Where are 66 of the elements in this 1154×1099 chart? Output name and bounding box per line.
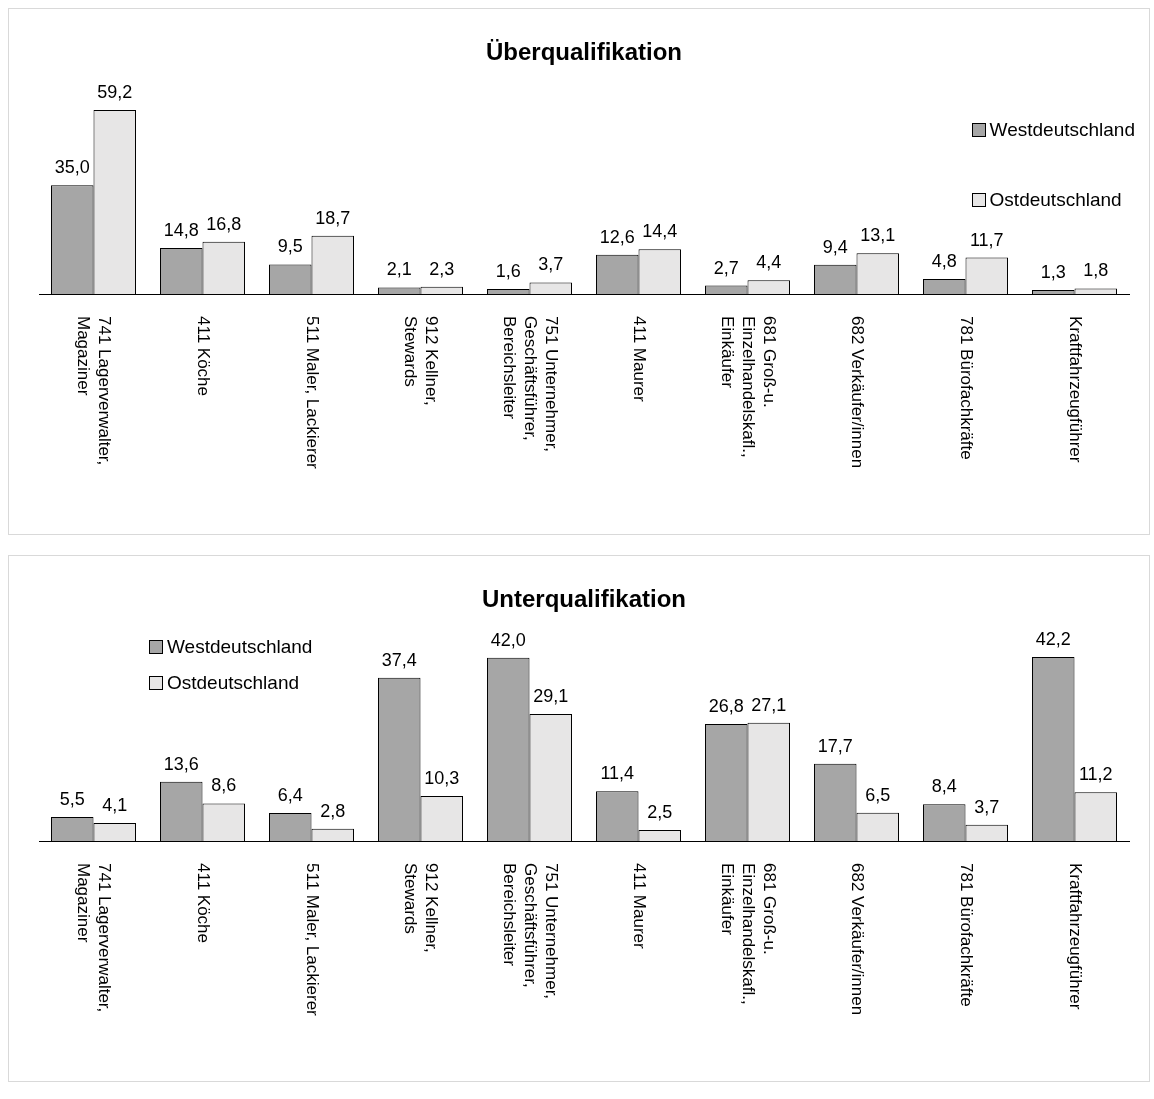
data-label: 5,5 (59, 788, 85, 809)
data-label: 27,1 (751, 694, 787, 715)
x-tick-label: 751 Unternehmer, Geschäftsführer, Bereichsleiter (499, 863, 561, 1000)
data-label: 2,1 (386, 259, 412, 280)
x-tick-label: 511 Maler, Lackierer (302, 316, 322, 470)
data-label: 18,7 (315, 207, 351, 228)
x-tick-label: 411 Köche (193, 316, 213, 397)
data-label: 4,4 (756, 252, 782, 273)
data-label: 2,3 (429, 258, 455, 279)
legend-label: Ostdeutschland (989, 189, 1122, 211)
data-label: 9,4 (822, 236, 848, 257)
x-tick-label: 411 Köche (193, 863, 213, 944)
data-label: 4,8 (931, 251, 957, 272)
x-tick-label: 411 Maurer (629, 316, 649, 403)
data-label: 17,7 (817, 735, 853, 756)
x-tick-label: 751 Unternehmer, Geschäftsführer, Bereichsleiter (499, 316, 561, 453)
data-label: 6,5 (865, 784, 891, 805)
data-label: 1,8 (1083, 260, 1109, 281)
x-tick-label: 781 Bürofachkräfte (956, 863, 976, 1007)
x-tick-label: 411 Maurer (629, 863, 649, 950)
data-label: 1,6 (495, 260, 521, 281)
data-label: 13,6 (163, 753, 199, 774)
data-label: 4,1 (102, 795, 128, 816)
data-label: 9,5 (277, 236, 303, 257)
data-label: 1,3 (1040, 261, 1066, 282)
data-label: 11,2 (1078, 764, 1113, 785)
chart-title: Unterqualifikation (481, 585, 687, 613)
x-tick-label: 912 Kellner, Stewards (401, 863, 442, 953)
data-label: 11,7 (969, 229, 1004, 250)
x-tick-label: 912 Kellner, Stewards (401, 316, 442, 406)
data-label: 59,2 (97, 81, 133, 102)
data-label: 16,8 (206, 213, 242, 234)
data-label: 14,8 (163, 219, 199, 240)
x-tick-label: 741 Lagerverwalter, Magaziner (74, 863, 115, 1013)
data-label: 13,1 (860, 225, 896, 246)
x-tick-label: 741 Lagerverwalter, Magaziner (74, 316, 115, 466)
x-tick-label: 681 Groß-u. Einzelhandelskafl., Einkäufer (717, 863, 779, 1005)
data-label: 37,4 (381, 649, 417, 670)
x-tick-label: 682 Verkäufer/innen (847, 863, 867, 1016)
legend-label: Ostdeutschland (167, 672, 300, 694)
data-label: 8,4 (931, 776, 957, 797)
legend-label: Westdeutschland (167, 636, 313, 658)
data-label: 3,7 (538, 254, 564, 275)
data-label: 35,0 (54, 157, 90, 178)
data-label: 29,1 (533, 686, 569, 707)
data-label: 26,8 (708, 696, 744, 717)
chart-title: Überqualifikation (485, 38, 683, 66)
data-label: 3,7 (974, 796, 1000, 817)
data-label: 8,6 (211, 775, 237, 796)
x-tick-label: 682 Verkäufer/innen (847, 316, 867, 469)
data-label: 11,4 (600, 763, 635, 784)
x-tick-label: 511 Maler, Lackierer (302, 863, 322, 1017)
x-tick-label: 681 Groß-u. Einzelhandelskafl., Einkäufer (717, 316, 779, 458)
x-tick-label: Kraftfahrzeugführer (1065, 316, 1085, 463)
data-label: 2,5 (647, 802, 673, 823)
data-label: 2,8 (320, 800, 346, 821)
data-label: 10,3 (424, 768, 460, 789)
data-label: 42,2 (1035, 628, 1071, 649)
data-label: 14,4 (642, 221, 678, 242)
legend-label: Westdeutschland (989, 119, 1135, 141)
data-label: 6,4 (277, 785, 303, 806)
data-label: 2,7 (713, 257, 739, 278)
x-tick-label: 781 Bürofachkräfte (956, 316, 976, 460)
data-label: 42,0 (490, 629, 526, 650)
x-tick-label: Kraftfahrzeugführer (1065, 863, 1085, 1010)
data-label: 12,6 (599, 226, 635, 247)
